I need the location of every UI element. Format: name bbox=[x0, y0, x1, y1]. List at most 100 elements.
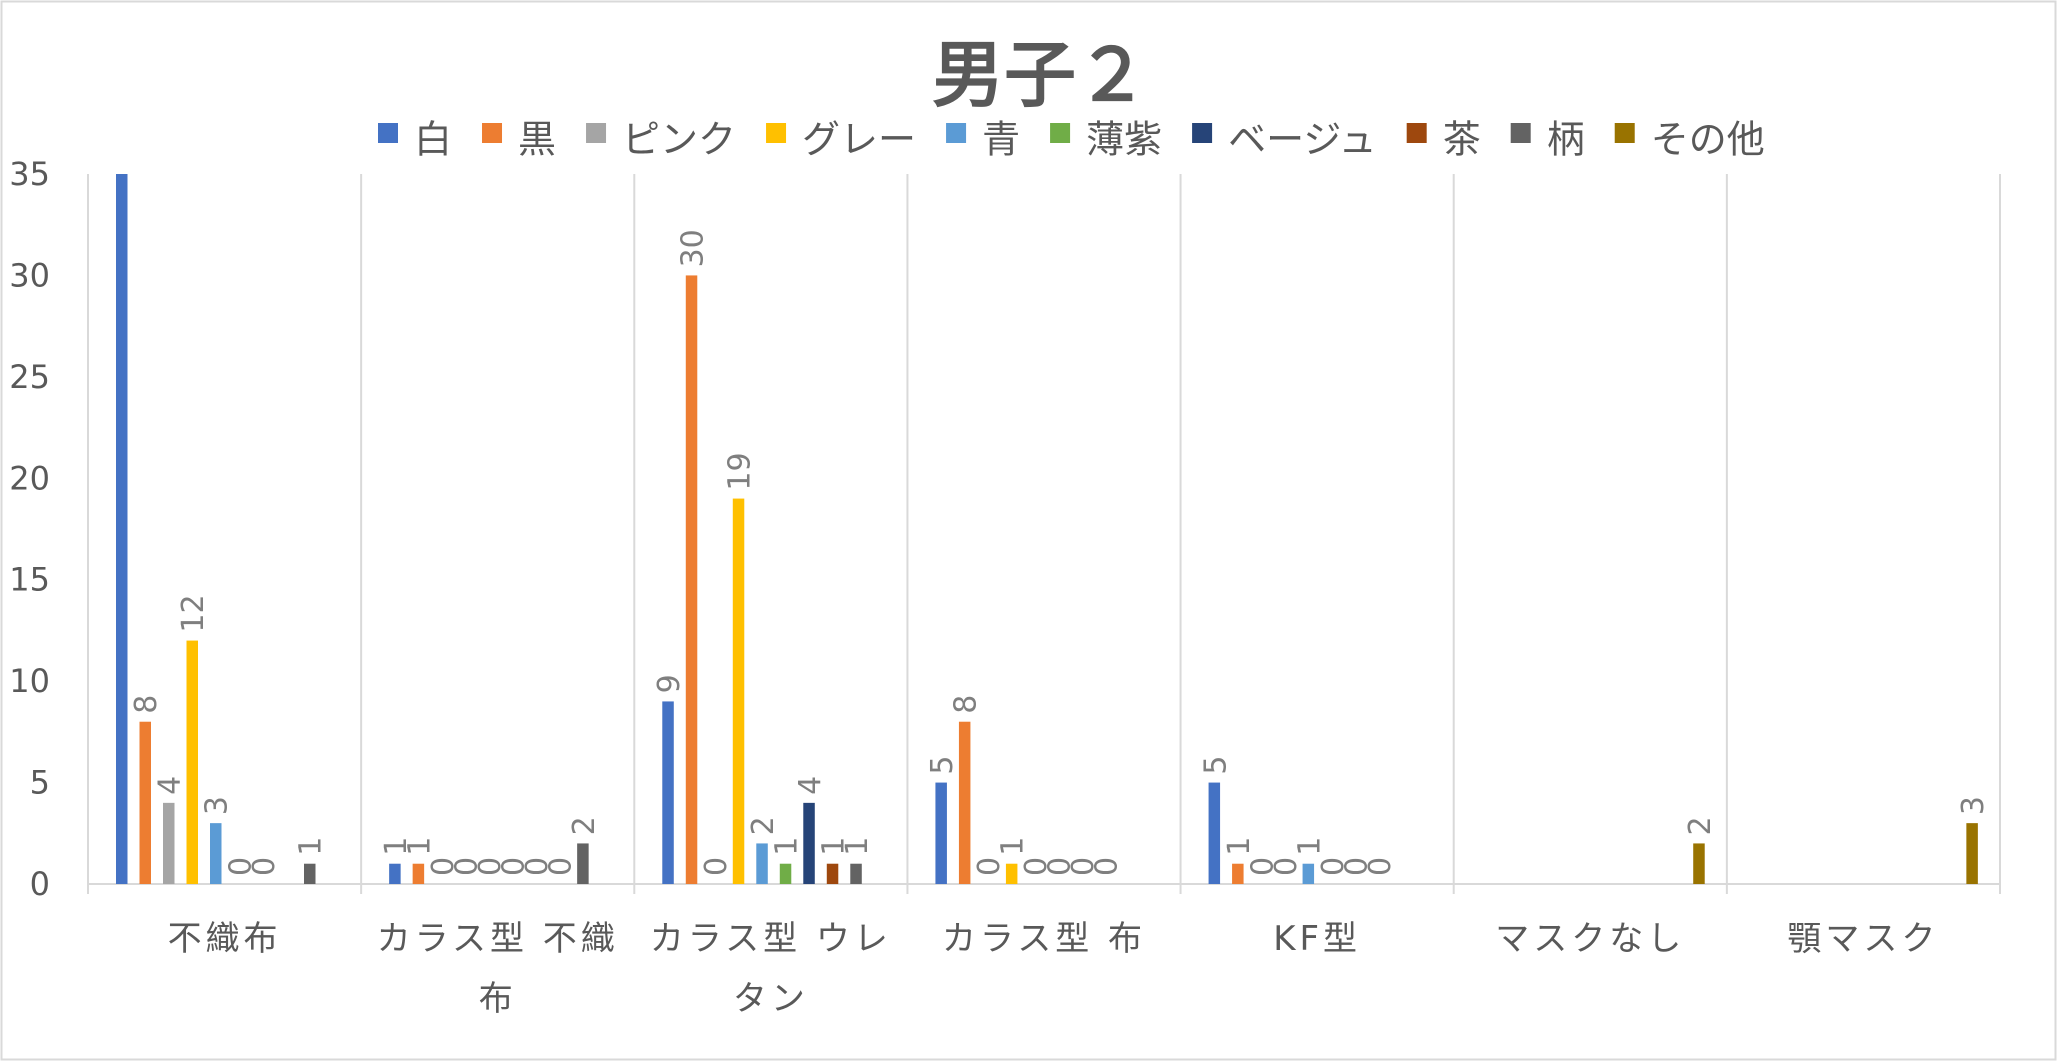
data-label: 2 bbox=[746, 816, 781, 835]
y-tick-label: 30 bbox=[9, 256, 50, 294]
data-label: 9 bbox=[652, 674, 687, 693]
legend-swatch bbox=[1406, 123, 1427, 143]
category-label: マスクなし bbox=[1495, 919, 1685, 959]
legend-label: その他 bbox=[1651, 118, 1765, 162]
bar bbox=[304, 863, 316, 884]
bar bbox=[662, 701, 674, 884]
data-label: 0 bbox=[1090, 857, 1125, 876]
data-label: 0 bbox=[1066, 857, 1101, 876]
bar bbox=[1208, 782, 1221, 884]
data-label: 0 bbox=[426, 857, 461, 876]
bar bbox=[1232, 863, 1244, 884]
y-tick-label: 20 bbox=[9, 459, 50, 497]
data-label: 0 bbox=[520, 857, 555, 876]
category-label: カラス型 布 bbox=[942, 919, 1146, 959]
category-label: 顎マスク bbox=[1787, 919, 1939, 959]
y-axis: 0 5 10 15 20 25 30 35 bbox=[9, 155, 50, 903]
data-label: 0 bbox=[1339, 857, 1374, 876]
data-label: 1 bbox=[379, 837, 414, 856]
bar bbox=[850, 863, 862, 884]
data-label: 0 bbox=[1316, 857, 1351, 876]
gridlines bbox=[87, 174, 2001, 884]
legend: 白 黒 ピンク グレー 青 薄紫 ベージュ 茶 柄 その他 bbox=[378, 118, 1765, 162]
data-label: 1 bbox=[294, 837, 329, 856]
data-label: 0 bbox=[699, 857, 734, 876]
data-label: 0 bbox=[449, 857, 484, 876]
chart-title: 男子２ bbox=[932, 33, 1148, 117]
bar bbox=[935, 782, 947, 884]
data-label: 0 bbox=[496, 857, 531, 876]
data-label: 5 bbox=[925, 755, 960, 774]
data-label: 1 bbox=[1292, 837, 1327, 856]
legend-swatch bbox=[1050, 123, 1071, 143]
bar bbox=[826, 863, 839, 884]
category-label: カラス型 不織 bbox=[377, 919, 619, 959]
bar bbox=[732, 498, 745, 884]
bar bbox=[139, 721, 151, 884]
data-label: 1 bbox=[402, 837, 437, 856]
legend-swatch bbox=[1614, 123, 1635, 143]
bar bbox=[389, 863, 401, 884]
data-label: 1 bbox=[840, 837, 875, 856]
legend-label: ピンク bbox=[622, 118, 736, 162]
category-label: 不織布 bbox=[168, 919, 282, 959]
bar bbox=[163, 802, 175, 884]
data-label: 0 bbox=[223, 857, 258, 876]
legend-swatch bbox=[586, 123, 607, 143]
y-tick-label: 0 bbox=[30, 865, 50, 903]
category-label: KF型 bbox=[1273, 919, 1361, 959]
bar bbox=[210, 823, 222, 884]
bar bbox=[1693, 843, 1705, 884]
category-label: タン bbox=[733, 979, 809, 1019]
data-label: 0 bbox=[1269, 857, 1304, 876]
y-tick-label: 25 bbox=[9, 358, 50, 396]
bar bbox=[803, 802, 815, 884]
data-label: 1 bbox=[770, 837, 805, 856]
y-tick-label: 15 bbox=[9, 561, 50, 599]
legend-swatch bbox=[378, 123, 398, 143]
bar bbox=[1005, 863, 1018, 884]
data-label: 19 bbox=[723, 452, 758, 490]
legend-label: 薄紫 bbox=[1086, 118, 1162, 162]
data-label: 0 bbox=[1245, 857, 1280, 876]
legend-label: ベージュ bbox=[1228, 118, 1377, 162]
y-tick-label: 35 bbox=[9, 155, 50, 193]
data-label: 8 bbox=[949, 695, 984, 714]
legend-swatch bbox=[482, 123, 503, 143]
data-label: 0 bbox=[1019, 857, 1054, 876]
data-label: 0 bbox=[1043, 857, 1078, 876]
bar bbox=[1302, 863, 1315, 884]
legend-label: 青 bbox=[982, 118, 1020, 162]
data-label: 3 bbox=[1956, 796, 1991, 815]
data-label: 5 bbox=[1198, 755, 1233, 774]
bar bbox=[685, 275, 698, 884]
bar bbox=[116, 174, 128, 884]
legend-swatch bbox=[1192, 123, 1213, 143]
legend-label: 茶 bbox=[1443, 118, 1481, 162]
category-label: 布 bbox=[479, 979, 517, 1019]
data-label: 4 bbox=[793, 776, 828, 795]
legend-swatch bbox=[766, 123, 787, 143]
bar bbox=[412, 863, 425, 884]
data-label: 0 bbox=[247, 857, 282, 876]
bars bbox=[116, 174, 1978, 884]
legend-swatch bbox=[946, 123, 967, 143]
legend-label: 柄 bbox=[1547, 118, 1585, 162]
bar bbox=[779, 863, 792, 884]
data-label: 8 bbox=[129, 695, 164, 714]
data-label: 1 bbox=[1222, 837, 1257, 856]
data-label: 1 bbox=[996, 837, 1031, 856]
y-tick-label: 5 bbox=[30, 764, 50, 802]
data-label: 0 bbox=[972, 857, 1007, 876]
bar bbox=[1966, 823, 1978, 884]
legend-label: 黒 bbox=[518, 118, 556, 162]
category-label: カラス型 ウレ bbox=[650, 919, 892, 959]
bar bbox=[756, 843, 768, 884]
data-label: 4 bbox=[153, 776, 188, 795]
data-label: 1 bbox=[817, 837, 852, 856]
legend-swatch bbox=[1510, 123, 1531, 143]
bar bbox=[186, 640, 198, 884]
